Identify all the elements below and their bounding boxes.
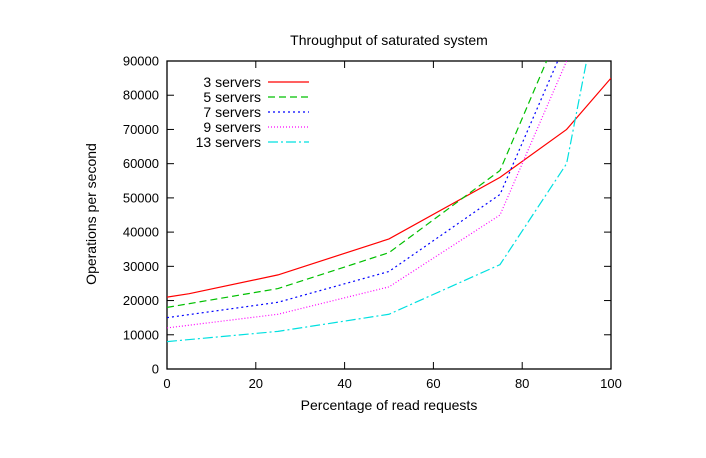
- y-tick-label: 10000: [123, 327, 159, 342]
- x-tick-label: 60: [426, 376, 440, 391]
- y-tick-label: 0: [152, 362, 159, 377]
- legend-label-5: 13 servers: [196, 134, 261, 150]
- series-line-3: [167, 61, 559, 319]
- series-line-2: [167, 61, 548, 308]
- x-tick-label: 100: [600, 376, 622, 391]
- y-tick-label: 90000: [123, 54, 159, 69]
- x-axis-title: Percentage of read requests: [301, 397, 478, 413]
- y-tick-label: 80000: [123, 88, 159, 103]
- y-tick-label: 50000: [123, 190, 159, 205]
- legend-label-3: 7 servers: [203, 104, 261, 120]
- plot-frame: [166, 60, 612, 370]
- y-tick-label: 20000: [123, 293, 159, 308]
- y-tick-label: 40000: [123, 225, 159, 240]
- x-tick-label: 80: [515, 376, 529, 391]
- series-line-5: [167, 61, 588, 343]
- y-axis-title: Operations per second: [83, 143, 99, 285]
- x-tick-label: 20: [249, 376, 263, 391]
- chart-title: Throughput of saturated system: [290, 32, 488, 48]
- y-tick-label: 60000: [123, 156, 159, 171]
- legend-label-2: 5 servers: [203, 89, 261, 105]
- series-line-1: [167, 77, 611, 298]
- y-tick-label: 30000: [123, 259, 159, 274]
- legend-label-4: 9 servers: [203, 119, 261, 135]
- x-tick-label: 0: [163, 376, 170, 391]
- legend-label-1: 3 servers: [203, 74, 261, 90]
- series-line-4: [167, 61, 568, 329]
- plot-area: 0 20 40 60 80 100 0 10000 20000 30000 40000 50000 60…: [123, 54, 622, 392]
- y-tick-label: 70000: [123, 122, 159, 137]
- series-lines: [167, 61, 611, 343]
- x-tick-label: 40: [337, 376, 351, 391]
